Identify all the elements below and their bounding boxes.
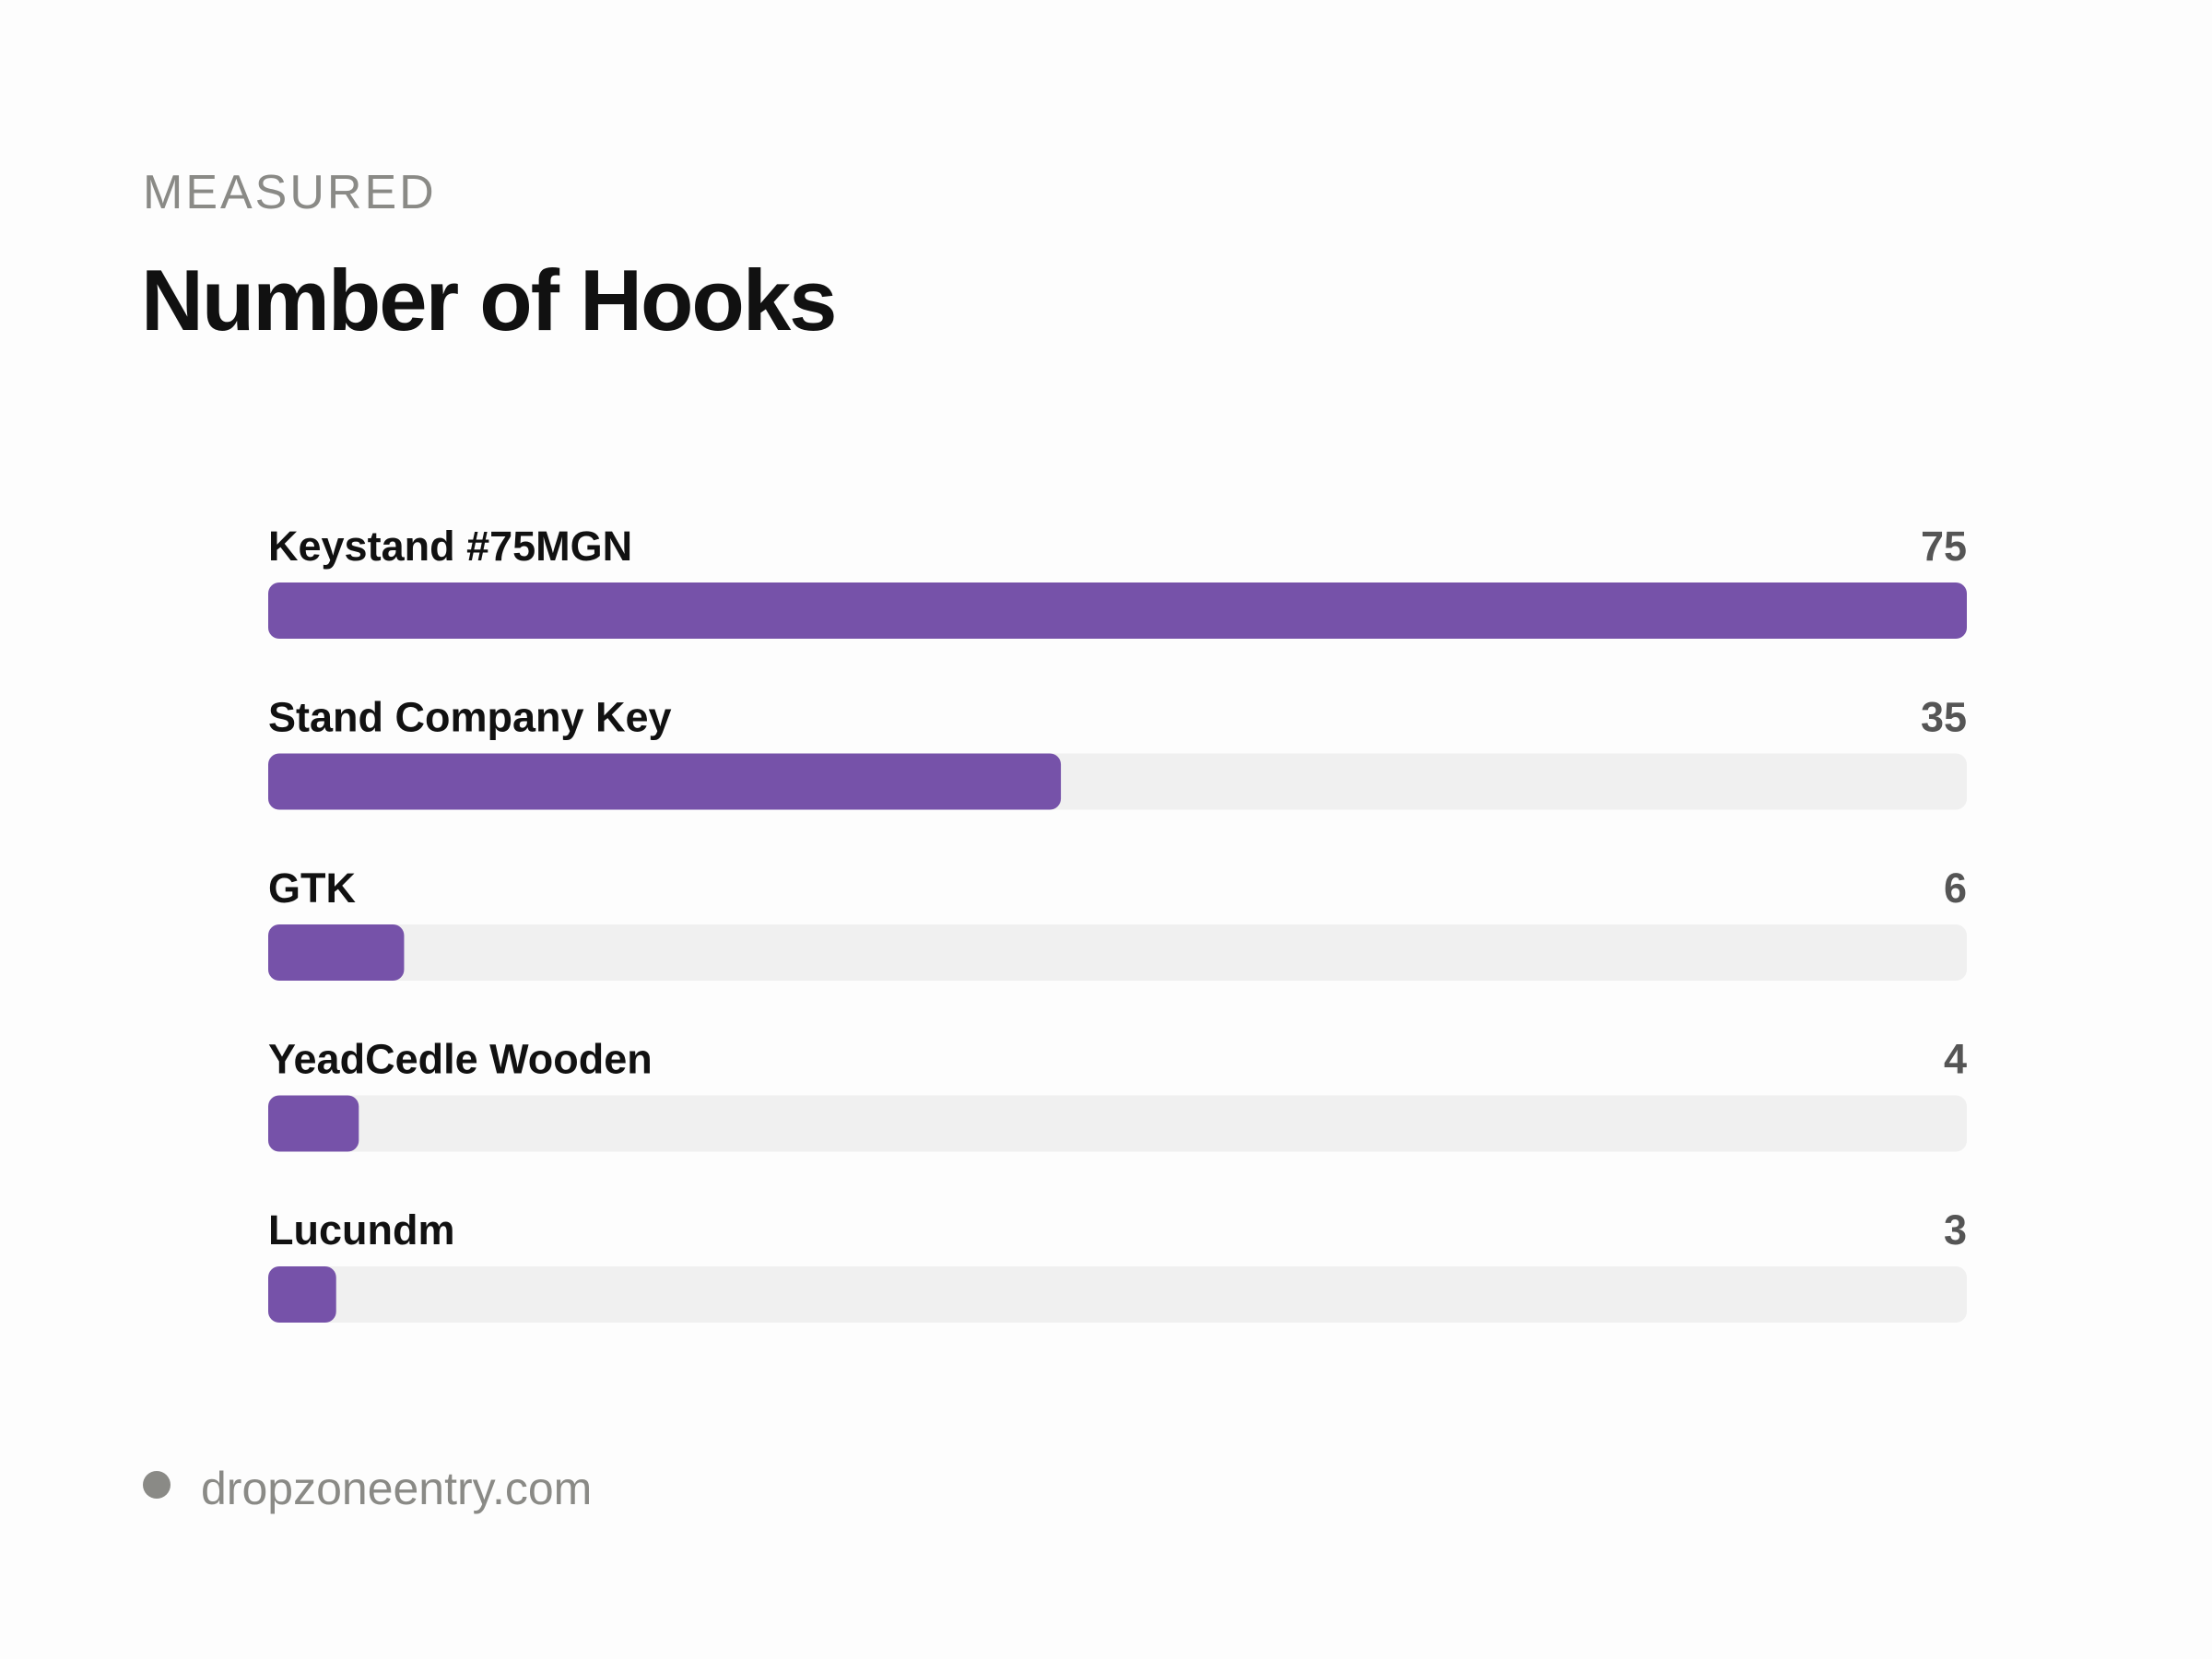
bar-track [268,1266,1967,1323]
value-label: 75 [1921,523,1967,570]
bar [268,924,405,981]
bar-track [268,924,1967,981]
bar [268,1266,336,1323]
value-label: 4 [1944,1036,1967,1083]
value-label: 6 [1944,865,1967,912]
bar-label: Keystand #75MGN [268,523,632,570]
value-label: 3 [1944,1206,1967,1253]
bar-label: GTK [268,865,356,912]
bar [268,1095,359,1152]
bar-label: YeadCedle Wooden [268,1036,653,1083]
chart-title: Number of Hooks [141,252,835,348]
footer: dropzoneentry.com [201,1463,592,1514]
bar [268,582,1967,639]
bar-track [268,1095,1967,1152]
value-label: 35 [1921,694,1967,741]
kicker: MEASURED [143,166,437,219]
bar-label: Stand Company Key [268,694,672,741]
footer-dot [143,1471,171,1499]
bar [268,753,1062,810]
bar-label: Lucundm [268,1206,454,1253]
